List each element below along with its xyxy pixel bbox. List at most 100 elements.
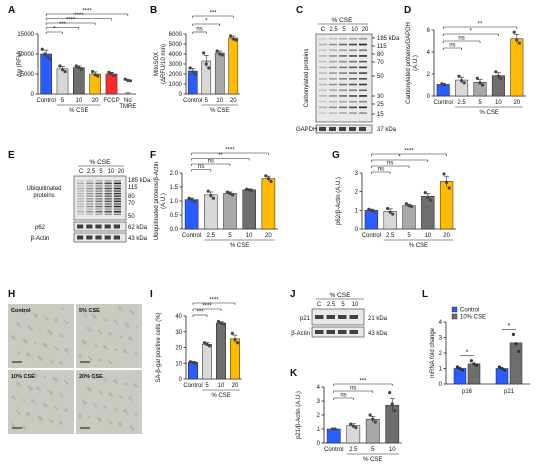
cell-dot — [24, 428, 26, 430]
data-point — [194, 361, 198, 365]
panel-J: J % CSE C 2.5 5 10 p21 β-Actin 21 kDa 43 kDa — [290, 289, 388, 338]
data-point — [499, 76, 503, 80]
blot-band — [326, 330, 335, 334]
cell-dot — [47, 329, 51, 333]
cell-dot — [129, 425, 133, 429]
cell-dot — [24, 312, 26, 314]
significance-label: ns — [208, 159, 214, 165]
y-axis-label: MitoSOX — [154, 52, 160, 76]
blot-band — [86, 208, 94, 210]
bar — [201, 344, 213, 380]
bar — [105, 73, 118, 95]
significance-label: ns — [449, 43, 455, 49]
x-tick-label: 10 — [389, 447, 396, 453]
blot-band — [104, 190, 112, 192]
micrograph — [76, 304, 142, 368]
bar — [467, 363, 481, 385]
blot-band — [359, 49, 367, 52]
blot-band — [359, 72, 367, 74]
blot-band — [349, 55, 357, 57]
blot-band — [339, 38, 347, 40]
y-tick-label: 1 — [439, 367, 443, 373]
x-tick-label: 2.5 — [207, 233, 216, 239]
cell-dot — [104, 378, 108, 382]
cell-dot — [52, 376, 56, 380]
data-point — [368, 413, 372, 417]
cell-dot — [113, 319, 117, 323]
mw-label: 70 — [128, 201, 135, 207]
blot-band — [329, 89, 337, 92]
cell-dot — [134, 412, 138, 416]
data-point — [269, 179, 273, 183]
y-tick-label: 0 — [427, 94, 431, 100]
x-tick-label: 20 — [265, 233, 272, 239]
cell-dot — [96, 416, 100, 420]
cell-dot — [42, 402, 46, 406]
blot-band — [319, 49, 327, 52]
micrograph-label: Control — [11, 308, 31, 314]
data-point — [245, 187, 249, 191]
cell-dot — [116, 382, 118, 384]
significance-label: **** — [66, 18, 76, 24]
blot-band — [349, 78, 357, 80]
cell-dot — [103, 345, 107, 349]
blot-band — [326, 315, 335, 319]
data-point — [236, 341, 240, 345]
data-point — [512, 30, 516, 34]
blot-band — [113, 185, 121, 187]
y-tick-label: 0.5 — [170, 213, 179, 219]
data-point — [475, 76, 479, 80]
mw-label: 25 — [377, 102, 384, 108]
x-tick-label: Control — [36, 98, 55, 104]
data-point — [112, 74, 116, 78]
cell-dot — [65, 381, 69, 385]
cell-dot — [111, 335, 113, 337]
data-point — [372, 209, 376, 213]
cell-dot — [17, 411, 21, 415]
x-tick-label: No — [124, 98, 132, 104]
x-tick-label: Control — [183, 98, 202, 104]
cell-dot — [34, 314, 38, 318]
bar — [402, 205, 416, 230]
blot-band — [319, 83, 327, 86]
data-point — [234, 38, 238, 42]
cell-dot — [29, 387, 33, 391]
cell-dot — [45, 317, 49, 321]
data-point — [442, 172, 446, 176]
cell-dot — [78, 354, 82, 358]
y-tick-label: 5000 — [21, 72, 35, 78]
panel-letter: K — [290, 368, 298, 379]
data-point — [191, 70, 195, 74]
data-point — [231, 37, 235, 41]
blot-band — [319, 66, 327, 69]
blot-band — [339, 72, 347, 74]
data-point — [96, 74, 100, 78]
x-tick-label: Control — [324, 447, 343, 453]
mw-label: 37 kDa — [377, 127, 397, 133]
blot-band — [339, 89, 347, 92]
bar — [56, 68, 69, 95]
x-tick-label: 10 — [495, 100, 502, 106]
significance-label: * — [398, 155, 401, 161]
blot-band — [329, 55, 337, 57]
y-tick-label: 6000 — [169, 32, 183, 38]
cell-dot — [119, 395, 123, 399]
cell-dot — [106, 348, 108, 350]
blot-band — [95, 185, 103, 187]
blot-band — [315, 315, 324, 319]
cell-dot — [103, 317, 105, 319]
blot-band — [77, 192, 85, 195]
blot-band — [95, 213, 103, 216]
cell-dot — [11, 335, 15, 339]
cell-dot — [88, 416, 90, 418]
blot-band — [319, 43, 327, 46]
cell-dot — [108, 360, 110, 362]
cell-dot — [50, 360, 54, 364]
panel-letter: J — [290, 289, 296, 300]
bar — [326, 428, 341, 444]
data-point — [460, 79, 464, 83]
cell-dot — [64, 408, 68, 412]
mw-label: 15 — [377, 112, 384, 118]
y-tick-label: 0.0 — [170, 227, 179, 233]
data-point — [228, 191, 232, 196]
